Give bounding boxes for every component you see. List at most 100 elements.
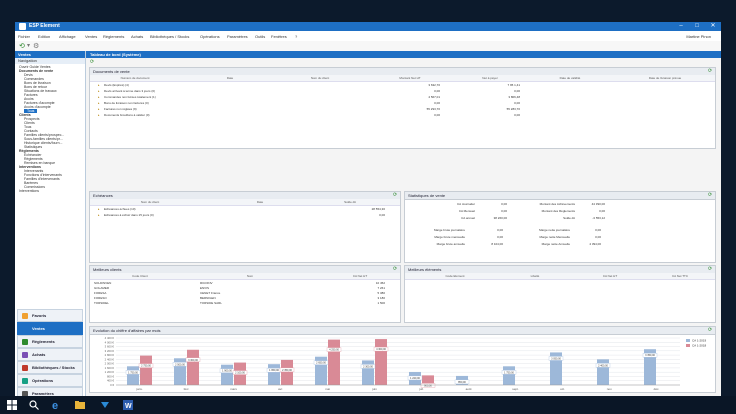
sidebar-tree-item[interactable]: Statistiques	[24, 145, 43, 149]
table-row[interactable]: ▸ Echéances échues (10) 28 554,30	[90, 206, 400, 212]
refresh-icon[interactable]: ⟳	[393, 266, 398, 272]
sidebar-tree-item[interactable]: Avoirs	[24, 97, 34, 101]
sidebar-tree-item[interactable]: Remises en banque	[24, 161, 56, 165]
bar-ca-2019[interactable]	[362, 360, 374, 385]
word-icon[interactable]: W	[123, 400, 133, 410]
refresh-icon[interactable]: ⟳	[708, 192, 713, 198]
refresh-icon[interactable]: ⟳	[708, 266, 713, 272]
table-row[interactable]: ▸ Echéances à échoir dans 15 jours (0) 0,0…	[90, 212, 400, 218]
module-button[interactable]: Ventes	[17, 322, 83, 335]
sidebar-tree-item[interactable]: Devis	[24, 73, 33, 77]
col-header[interactable]: CA Net HT	[352, 274, 368, 278]
col-header[interactable]: Code Client	[132, 274, 148, 278]
bar-ca-2018[interactable]	[281, 359, 293, 385]
settings-icon[interactable]: ⚙	[33, 43, 40, 50]
sidebar-tree-item[interactable]: Prospects	[24, 117, 40, 121]
sidebar-tree-item[interactable]: Interventions	[19, 165, 41, 169]
col-header[interactable]: Nom du client	[310, 76, 330, 80]
expand-icon[interactable]: ▸	[98, 89, 100, 93]
maximize-button[interactable]: □	[695, 23, 699, 29]
menu-achats[interactable]: Achats	[131, 34, 144, 39]
dropdown-icon[interactable]: ▾	[27, 43, 31, 49]
user-name[interactable]: Martine Pinon	[686, 34, 711, 39]
expand-icon[interactable]: ▸	[98, 207, 100, 211]
sidebar-tree-item[interactable]: Bons de retour	[24, 85, 47, 89]
menu-help[interactable]: ?	[295, 34, 298, 39]
col-header[interactable]: CA Net TTC	[671, 274, 689, 278]
bar-ca-2019[interactable]	[644, 349, 656, 385]
table-row[interactable]: SOLDINVEN RICOINV 10 452	[90, 281, 400, 286]
sidebar-tree-item[interactable]: Interventions	[19, 189, 40, 193]
menu-fichier[interactable]: Fichier	[18, 34, 31, 39]
sidebar-tree-item[interactable]: Familles d'intervenants	[24, 177, 60, 181]
bar-ca-2018[interactable]	[140, 355, 152, 385]
col-header[interactable]: Montant Net HT	[399, 76, 421, 80]
col-header[interactable]: Code Elément	[445, 274, 465, 278]
sidebar-tree-item[interactable]: Clients	[19, 113, 31, 117]
sidebar-tree-item[interactable]: Avoirs d'acompte	[24, 105, 51, 109]
minimize-button[interactable]: –	[679, 23, 683, 29]
bar-ca-2018[interactable]	[187, 349, 199, 385]
table-row[interactable]: TORSIDEL TORSIDE SARL 1 500	[90, 301, 400, 306]
col-header[interactable]: Date	[256, 200, 264, 204]
bar-ca-2019[interactable]	[221, 364, 233, 385]
sidebar-tree-item[interactable]: Bons de livraison	[24, 81, 51, 85]
bar-ca-2018[interactable]	[328, 339, 340, 385]
sidebar-tree-item[interactable]: Documents de vente	[19, 69, 54, 73]
windows-start-icon[interactable]	[7, 400, 17, 410]
table-row[interactable]: FORESA CENET France 5 380	[90, 291, 400, 296]
col-header[interactable]: Date de validité	[559, 76, 581, 80]
menu-outils[interactable]: Outils	[255, 34, 266, 39]
module-button[interactable]: Favoris	[17, 309, 83, 322]
col-header[interactable]: Libellé	[530, 274, 540, 278]
table-row[interactable]: ▸ Devis (Expirés) (4) 3 632,70 7 95 1,41	[90, 82, 715, 88]
close-button[interactable]: ✕	[710, 23, 716, 29]
file-explorer-icon[interactable]	[75, 400, 85, 410]
bar-ca-2019[interactable]	[268, 364, 280, 385]
sidebar-tree-item[interactable]: Historique clients/fourn...	[24, 141, 63, 145]
col-header[interactable]: Net à payer	[482, 76, 498, 80]
menu-operations[interactable]: Opérations	[200, 34, 220, 39]
sidebar-tree-item[interactable]: Tous	[24, 109, 38, 113]
sidebar-tree-item[interactable]: Intervenants	[24, 169, 44, 173]
bar-ca-2018[interactable]	[375, 339, 387, 385]
sidebar-tree-item[interactable]: Barèmes	[24, 181, 39, 185]
sidebar-tree-item[interactable]: Ouvrir Guide Ventes	[19, 65, 51, 69]
sidebar-tree-item[interactable]: Contacts	[24, 129, 38, 133]
table-row[interactable]: ▸ Documents brouillons à valider (0) 0,00 0…	[90, 112, 715, 118]
table-row[interactable]: ▸ Factures non réglées (9) 55 293,70 55 283…	[90, 106, 715, 112]
menu-edition[interactable]: Edition	[38, 34, 51, 39]
bar-ca-2018[interactable]	[422, 375, 434, 385]
menu-ventes[interactable]: Ventes	[85, 34, 98, 39]
col-header[interactable]: Date	[226, 76, 234, 80]
bar-ca-2019[interactable]	[503, 366, 515, 385]
bar-ca-2019[interactable]	[127, 366, 139, 385]
edge-browser-icon[interactable]: e	[52, 400, 62, 412]
col-header[interactable]: Nom du client	[140, 200, 160, 204]
table-row[interactable]: ▸ Devis arrivant à terme dans 3 jours (0)…	[90, 88, 715, 94]
table-row[interactable]: ▸ Bons de livraison non facturés (0) 0,00 0…	[90, 100, 715, 106]
sidebar-tree-item[interactable]: Commandes	[24, 77, 44, 81]
col-header[interactable]: Nom	[246, 274, 254, 278]
col-header[interactable]: CA Net HT	[602, 274, 618, 278]
sidebar-tree-item[interactable]: Tous	[24, 125, 32, 129]
col-header[interactable]: Numéro de document	[120, 76, 150, 80]
expand-icon[interactable]: ▸	[98, 101, 100, 105]
module-button[interactable]: Bibliothèques / Stocks	[17, 361, 83, 374]
sidebar-tree-item[interactable]: Fonctions d'intervenants	[24, 173, 62, 177]
sidebar-tree-item[interactable]: Clients	[24, 121, 35, 125]
expand-icon[interactable]: ▸	[98, 107, 100, 111]
bar-ca-2019[interactable]	[597, 359, 609, 385]
menu-fenetres[interactable]: Fenêtres	[271, 34, 287, 39]
expand-icon[interactable]: ▸	[98, 95, 100, 99]
table-row[interactable]: GOLAMER ENVIS 7 261	[90, 286, 400, 291]
sidebar-tree-item[interactable]: Règlements	[24, 157, 43, 161]
sidebar-tree-item[interactable]: Familles clients/prospec...	[24, 133, 65, 137]
sidebar-tree-item[interactable]: Commissions	[24, 185, 46, 189]
sidebar-tree-item[interactable]: Factures d'acompte	[24, 101, 55, 105]
sidebar-tree-item[interactable]: Factures	[24, 93, 38, 97]
sidebar-tree-item[interactable]: Situations de travaux	[24, 89, 57, 93]
refresh-icon[interactable]: ⟳	[708, 68, 713, 74]
menu-reglements[interactable]: Règlements	[103, 34, 125, 39]
sidebar-tree-item[interactable]: Règlements	[19, 149, 39, 153]
